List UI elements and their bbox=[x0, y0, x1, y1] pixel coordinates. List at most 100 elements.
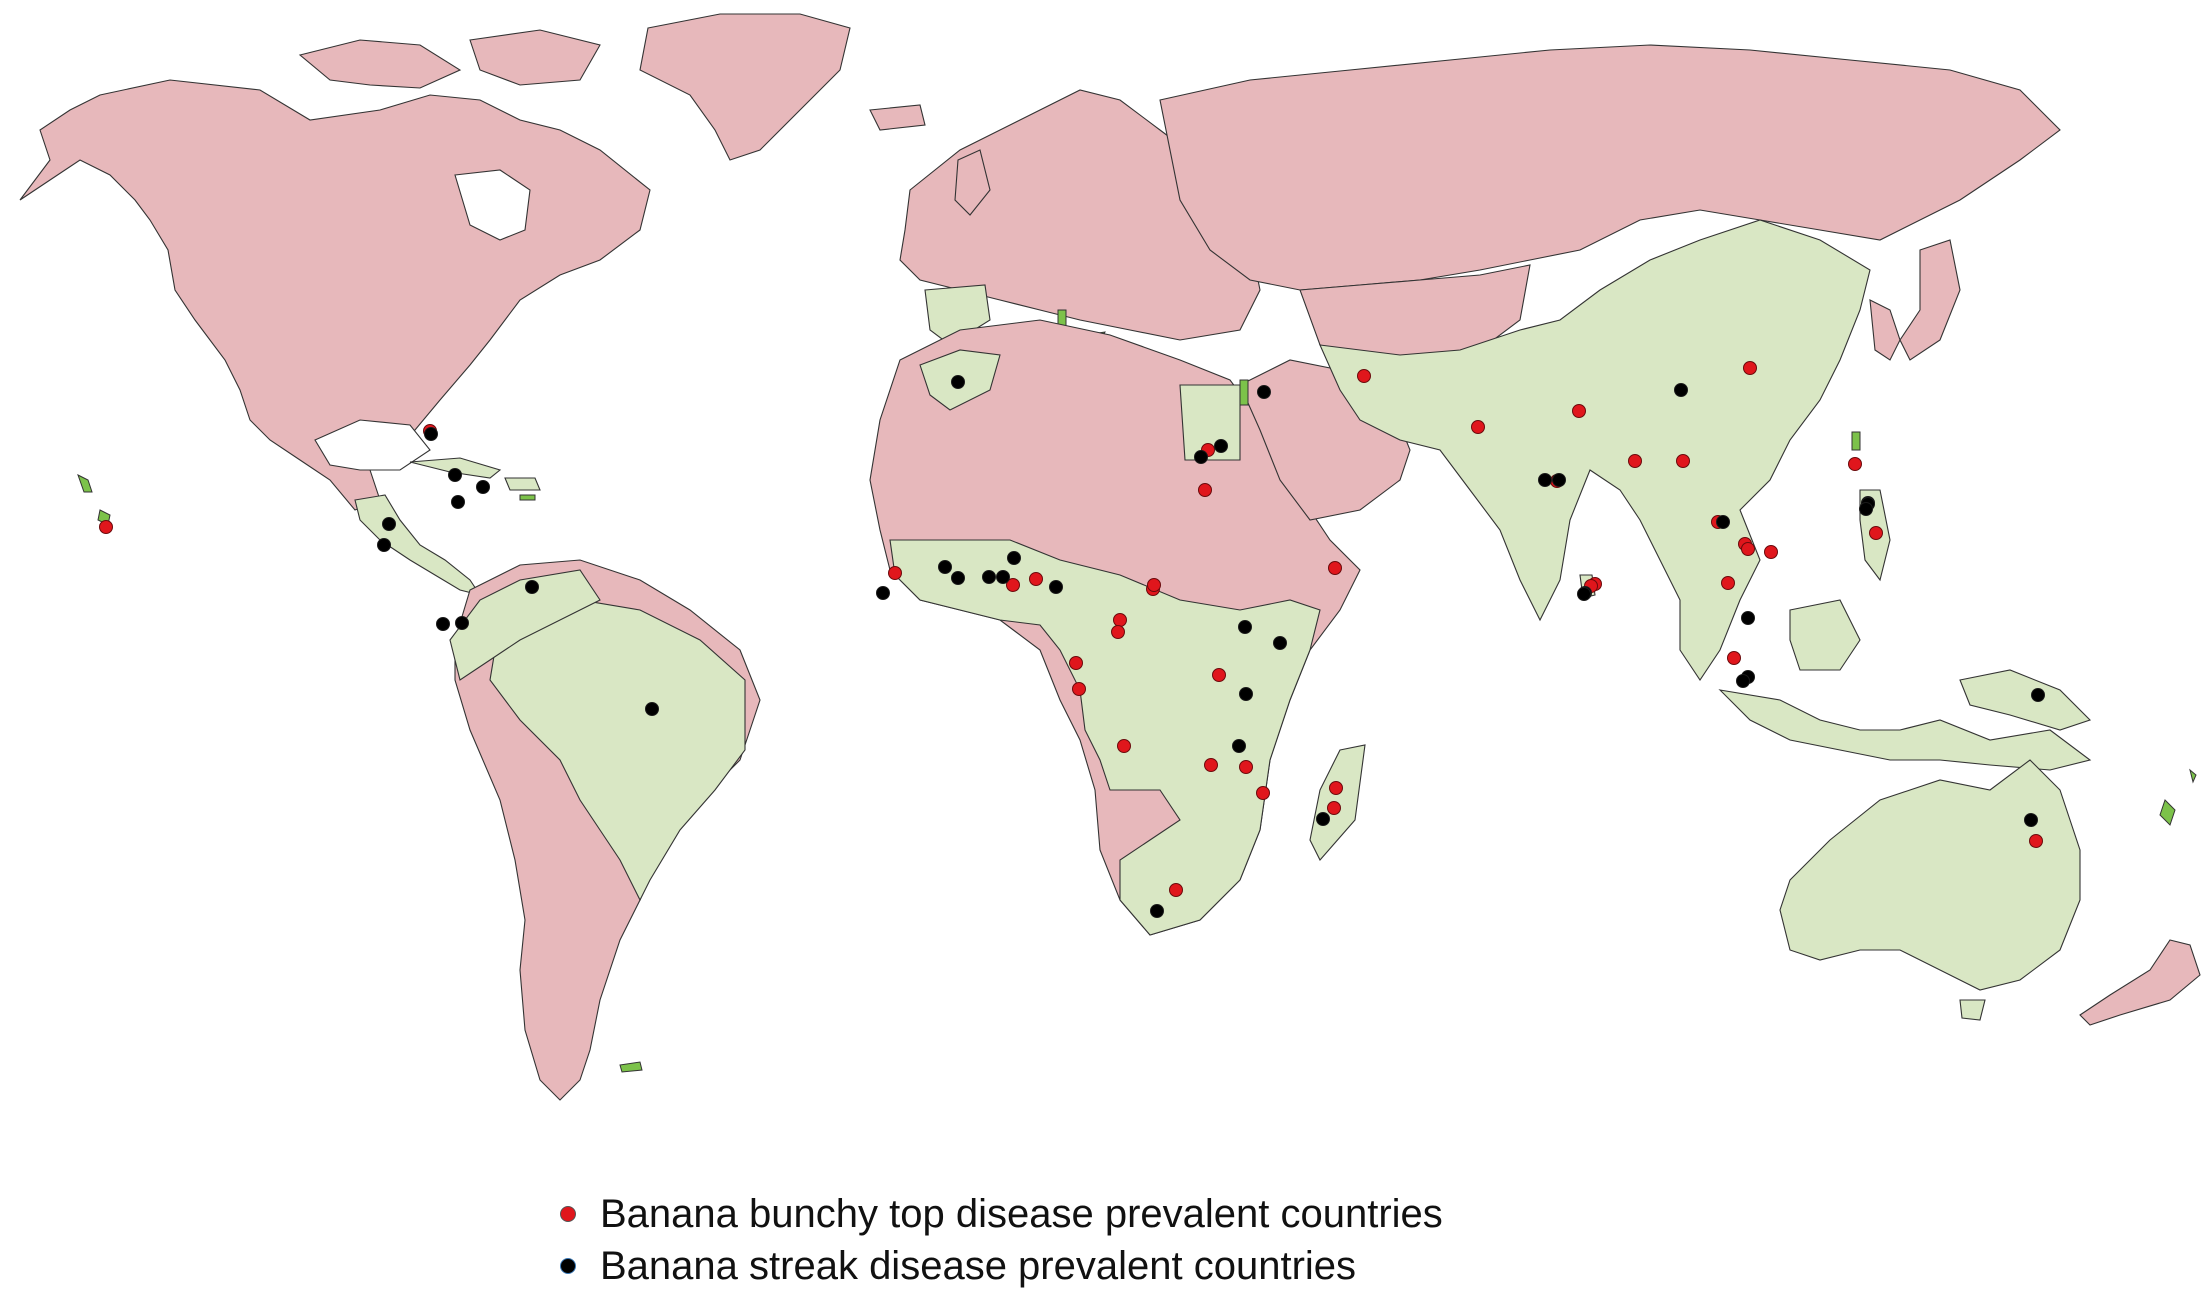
bunchy-top-marker-20 bbox=[1764, 545, 1778, 559]
bunchy-top-marker-26 bbox=[1147, 578, 1161, 592]
bunchy-top-marker-11 bbox=[1471, 420, 1485, 434]
bunchy-top-marker-6 bbox=[1113, 613, 1127, 627]
bunchy-top-marker-10 bbox=[1357, 369, 1371, 383]
banana-streak-marker-25 bbox=[982, 570, 996, 584]
banana-streak-marker-20 bbox=[525, 580, 539, 594]
bunchy-top-marker-16 bbox=[1743, 361, 1757, 375]
banana-streak-marker-15 bbox=[476, 480, 490, 494]
greenland-land bbox=[639, 13, 851, 161]
bunchy-top-marker-7 bbox=[1069, 656, 1083, 670]
legend-bunchy-top-label: Banana bunchy top disease prevalent coun… bbox=[600, 1191, 1443, 1236]
banana-streak-marker-34 bbox=[1316, 812, 1330, 826]
bunchy-top-marker-31 bbox=[1204, 758, 1218, 772]
bunchy-top-marker-32 bbox=[1329, 781, 1343, 795]
banana-streak-marker-30 bbox=[1273, 636, 1287, 650]
legend: Banana bunchy top disease prevalent coun… bbox=[560, 1188, 1443, 1292]
banana-streak-marker-39 bbox=[2031, 688, 2045, 702]
banana-streak-marker-31 bbox=[1239, 687, 1253, 701]
bunchy-top-marker-38 bbox=[1727, 651, 1741, 665]
banana-streak-marker-38 bbox=[1859, 502, 1873, 516]
iceland bbox=[869, 104, 926, 131]
banana-streak-marker-13 bbox=[424, 427, 438, 441]
bunchy-top-marker-28 bbox=[1072, 682, 1086, 696]
tasmania bbox=[1959, 999, 1986, 1021]
hawaii-islands bbox=[77, 473, 93, 493]
brazil bbox=[489, 599, 746, 902]
bunchy-top-marker-19 bbox=[1741, 542, 1755, 556]
south-east-asia-prevalent bbox=[1319, 219, 1871, 681]
banana-streak-marker-2 bbox=[1194, 450, 1208, 464]
banana-streak-marker-16 bbox=[451, 495, 465, 509]
new-zealand bbox=[2079, 939, 2201, 1026]
banana-streak-marker-23 bbox=[876, 586, 890, 600]
banana-streak-marker-4 bbox=[938, 560, 952, 574]
legend-banana-streak-dot bbox=[560, 1258, 576, 1274]
banana-streak-marker-7 bbox=[1716, 515, 1730, 529]
indonesia bbox=[1718, 689, 2092, 771]
new-guinea bbox=[1959, 669, 2092, 731]
legend-item-bunchy-top: Banana bunchy top disease prevalent coun… bbox=[560, 1188, 1443, 1240]
banana-streak-marker-14 bbox=[448, 468, 462, 482]
banana-streak-marker-40 bbox=[2024, 813, 2038, 827]
bunchy-top-marker-39 bbox=[2029, 834, 2043, 848]
bunchy-top-marker-29 bbox=[1111, 625, 1125, 639]
banana-streak-marker-12 bbox=[1552, 473, 1566, 487]
bunchy-top-marker-33 bbox=[1327, 801, 1341, 815]
legend-item-banana-streak: Banana streak disease prevalent countrie… bbox=[560, 1240, 1443, 1292]
bunchy-top-marker-3 bbox=[1006, 578, 1020, 592]
bunchy-top-marker-34 bbox=[1256, 786, 1270, 800]
bunchy-top-marker-24 bbox=[1848, 457, 1862, 471]
bunchy-top-marker-23 bbox=[1869, 526, 1883, 540]
banana-streak-marker-24 bbox=[951, 571, 965, 585]
korea-japan bbox=[1869, 299, 1901, 361]
banana-streak-marker-3 bbox=[951, 375, 965, 389]
banana-streak-marker-33 bbox=[1150, 904, 1164, 918]
banana-streak-marker-19 bbox=[436, 617, 450, 631]
banana-streak-marker-26 bbox=[1007, 551, 1021, 565]
land-layer bbox=[19, 13, 2201, 1101]
uk bbox=[954, 149, 991, 216]
arctic-islands bbox=[298, 39, 462, 89]
banana-streak-marker-32 bbox=[1232, 739, 1246, 753]
gulf-of-mexico bbox=[314, 419, 431, 471]
taiwan bbox=[1851, 431, 1861, 451]
banana-streak-marker-36 bbox=[1736, 674, 1750, 688]
banana-streak-marker-27 bbox=[996, 570, 1010, 584]
israel bbox=[1239, 379, 1249, 406]
bunchy-top-marker-21 bbox=[1721, 576, 1735, 590]
central-america-land bbox=[354, 494, 482, 596]
banana-streak-marker-17 bbox=[382, 517, 396, 531]
banana-streak-marker-5 bbox=[1538, 473, 1552, 487]
legend-bunchy-top-dot bbox=[560, 1206, 576, 1222]
borneo bbox=[1789, 599, 1861, 671]
banana-streak-marker-1 bbox=[1214, 439, 1228, 453]
bunchy-top-marker-15 bbox=[1676, 454, 1690, 468]
hudson-bay bbox=[454, 169, 531, 241]
bunchy-top-marker-36 bbox=[1169, 883, 1183, 897]
bunchy-top-marker-9 bbox=[1198, 483, 1212, 497]
bunchy-top-marker-4 bbox=[1029, 572, 1043, 586]
banana-streak-marker-18 bbox=[377, 538, 391, 552]
banana-streak-marker-35 bbox=[1577, 587, 1591, 601]
japan bbox=[1899, 239, 1961, 361]
bunchy-top-marker-30 bbox=[1117, 739, 1131, 753]
banana-streak-marker-6 bbox=[1674, 383, 1688, 397]
banana-streak-marker-29 bbox=[1238, 620, 1252, 634]
bunchy-top-marker-2 bbox=[888, 566, 902, 580]
banana-streak-marker-21 bbox=[455, 616, 469, 630]
markers-layer bbox=[99, 361, 2045, 918]
banana-streak-marker-28 bbox=[1049, 580, 1063, 594]
bunchy-top-marker-27 bbox=[1212, 668, 1226, 682]
banana-streak-marker-9 bbox=[1741, 611, 1755, 625]
northern-south-america bbox=[449, 569, 601, 681]
bunchy-top-marker-35 bbox=[1239, 760, 1253, 774]
australia-land bbox=[1779, 759, 2081, 991]
sub-saharan-prevalent bbox=[889, 539, 1321, 936]
pacific-islands bbox=[2159, 799, 2176, 826]
bunchy-top-marker-0 bbox=[99, 520, 113, 534]
hispaniola bbox=[504, 477, 541, 491]
banana-streak-marker-0 bbox=[1257, 385, 1271, 399]
bunchy-top-marker-13 bbox=[1572, 404, 1586, 418]
banana-streak-marker-22 bbox=[645, 702, 659, 716]
